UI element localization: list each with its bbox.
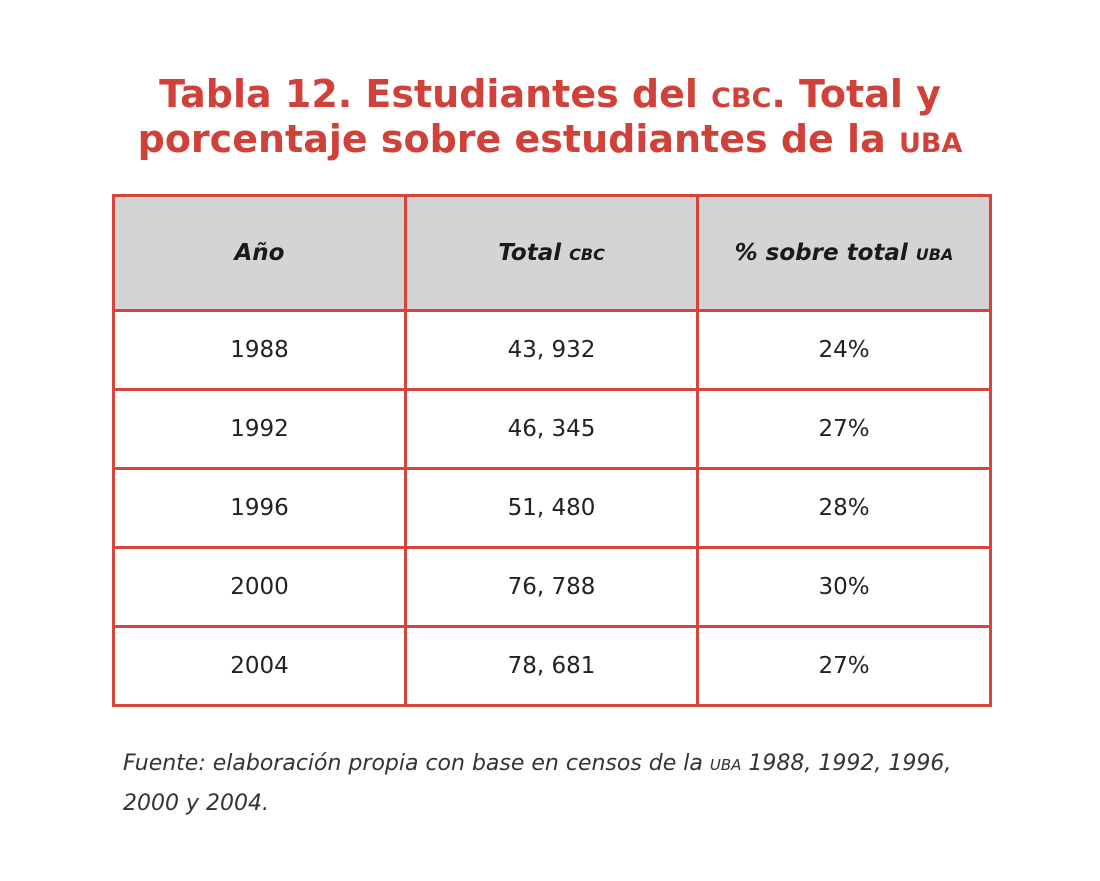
- header-total-cbc: Total cbc: [404, 194, 699, 312]
- students-table: Año Total cbc % sobre total uba 1988 43,…: [112, 194, 992, 707]
- cell-total: 46, 345: [404, 388, 699, 470]
- cell-year: 2004: [112, 625, 407, 707]
- cell-percent: 27%: [696, 388, 992, 470]
- table-header-row: Año Total cbc % sobre total uba: [112, 194, 992, 312]
- uba-abbreviation: uba: [709, 751, 742, 776]
- cell-year: 1988: [112, 309, 407, 391]
- table-row: 2004 78, 681 27%: [112, 625, 992, 707]
- header-percent-uba: % sobre total uba: [696, 194, 992, 312]
- cell-year: 1996: [112, 467, 407, 549]
- cell-total: 78, 681: [404, 625, 699, 707]
- cell-year: 2000: [112, 546, 407, 628]
- cell-year: 1992: [112, 388, 407, 470]
- table-title-line-1: Tabla 12. Estudiantes del cbc. Total y: [159, 72, 941, 116]
- cell-total: 76, 788: [404, 546, 699, 628]
- cell-percent: 24%: [696, 309, 992, 391]
- cell-percent: 30%: [696, 546, 992, 628]
- table-title: Tabla 12. Estudiantes del cbc. Total y p…: [0, 72, 1100, 162]
- cell-percent: 28%: [696, 467, 992, 549]
- cell-total: 51, 480: [404, 467, 699, 549]
- cbc-abbreviation: cbc: [711, 72, 772, 116]
- table-row: 1996 51, 480 28%: [112, 467, 992, 549]
- header-year: Año: [112, 194, 407, 312]
- uba-abbreviation: uba: [898, 117, 963, 161]
- table-title-line-2: porcentaje sobre estudiantes de la uba: [137, 117, 963, 161]
- table-row: 1992 46, 345 27%: [112, 388, 992, 470]
- source-note: Fuente: elaboración propia con base en c…: [123, 751, 952, 816]
- cell-percent: 27%: [696, 625, 992, 707]
- cell-total: 43, 932: [404, 309, 699, 391]
- table-row: 2000 76, 788 30%: [112, 546, 992, 628]
- table-row: 1988 43, 932 24%: [112, 309, 992, 391]
